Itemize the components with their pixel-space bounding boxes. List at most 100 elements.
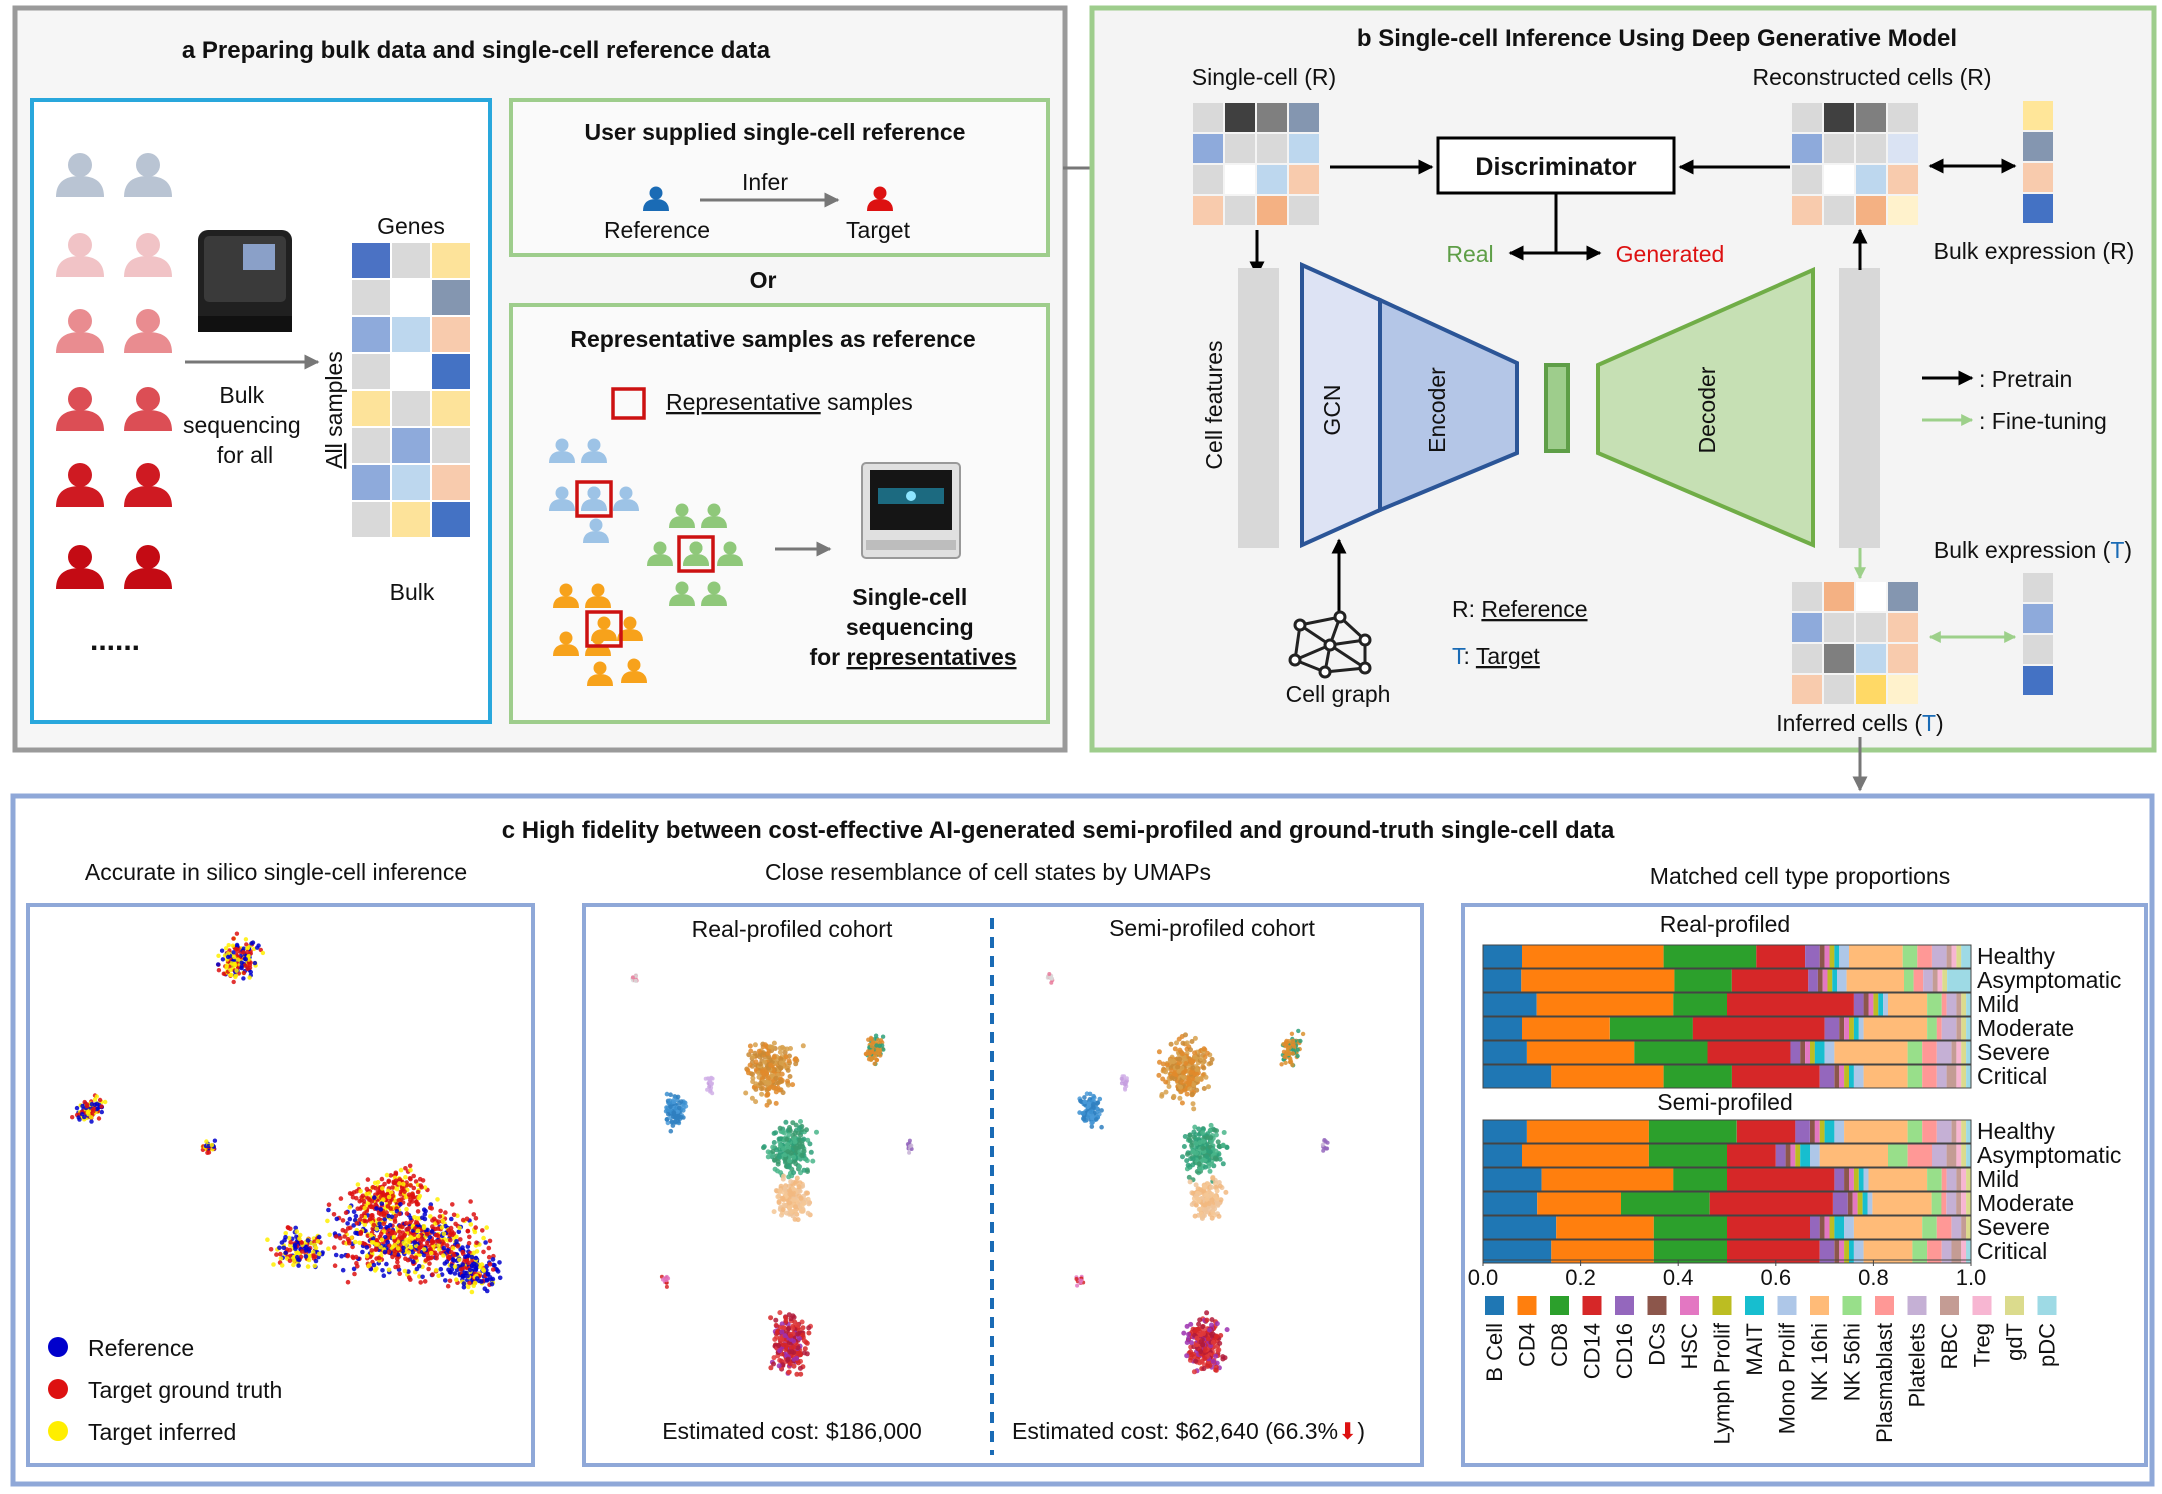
umap-point: [338, 1196, 344, 1201]
umap-point: [781, 1146, 787, 1152]
umap-point: [747, 1043, 753, 1049]
bar-segment: [1522, 945, 1664, 968]
bar-segment: [1829, 945, 1835, 968]
bar-segment: [1522, 1144, 1649, 1167]
umap-point: [468, 1222, 474, 1227]
umap-point: [768, 1315, 774, 1321]
umap-point: [771, 1085, 777, 1090]
umap-point: [1200, 1342, 1206, 1348]
umap-point: [372, 1268, 378, 1273]
umap-point: [278, 1256, 284, 1261]
bar-segment: [1829, 1216, 1835, 1239]
umap-point: [756, 1048, 762, 1054]
umap-point: [1187, 1179, 1193, 1185]
umap-point: [1124, 1076, 1129, 1081]
umap-point: [1207, 1327, 1212, 1333]
legend-label: MAIT: [1742, 1323, 1767, 1376]
umap-point: [474, 1263, 479, 1268]
cell-features-bar: [1238, 268, 1279, 548]
umap-point: [464, 1216, 470, 1222]
umap-point: [279, 1263, 285, 1268]
umap-point: [758, 1080, 763, 1086]
matrix-cell: [1888, 196, 1918, 225]
umap-point: [345, 1226, 351, 1231]
umap-point: [800, 1332, 806, 1338]
matrix-cell: [1257, 134, 1287, 163]
bar-segment: [1526, 1041, 1635, 1064]
umap-point: [386, 1213, 391, 1219]
umap-point: [231, 936, 236, 941]
umap-point: [369, 1199, 375, 1204]
umap-point: [432, 1221, 438, 1226]
bar-segment: [1810, 1216, 1820, 1239]
umap-point: [801, 1136, 807, 1142]
umap-point: [444, 1259, 450, 1264]
umap-point: [874, 1057, 879, 1063]
bar-segment: [1483, 1041, 1527, 1064]
umap-point: [70, 1115, 75, 1120]
umap-point: [765, 1149, 771, 1155]
umap-point: [204, 1139, 209, 1144]
umap-point: [399, 1235, 405, 1240]
matrix-cell: [1289, 134, 1319, 163]
umap-point: [1220, 1356, 1226, 1362]
matrix-cell: [1824, 582, 1854, 611]
umap-point: [1180, 1154, 1185, 1160]
umap-point: [404, 1206, 409, 1212]
umap-point: [436, 1219, 441, 1224]
inference-umap-scatter: [70, 931, 503, 1295]
bar-segment: [1805, 1041, 1810, 1064]
legend-swatch: [1777, 1296, 1797, 1315]
x-tick-label: 0.6: [1761, 1265, 1792, 1290]
matrix-cell: [1856, 613, 1886, 642]
umap-point: [95, 1106, 100, 1111]
umap-point: [1198, 1056, 1204, 1062]
bar-segment: [1961, 1144, 1967, 1167]
umap-point: [786, 1164, 792, 1169]
umap-point: [358, 1229, 364, 1235]
bar-segment: [1795, 1144, 1801, 1167]
umap-point: [89, 1119, 94, 1124]
bar-segment: [1483, 1168, 1542, 1191]
bar-segment: [1839, 1065, 1845, 1088]
bar-segment: [1936, 1017, 1942, 1040]
umap-point: [778, 1056, 784, 1062]
umap-point: [398, 1202, 403, 1207]
umap-point: [371, 1240, 376, 1245]
umap-point: [773, 1075, 779, 1081]
umap-point: [369, 1213, 374, 1218]
umap-point: [785, 1082, 791, 1088]
umap-point: [1074, 1277, 1079, 1281]
t-key-label: T: Target: [1452, 643, 1540, 669]
umap-point: [454, 1234, 459, 1240]
matrix-cell: [1792, 196, 1822, 225]
umap-point: [410, 1191, 415, 1196]
umap-point: [440, 1239, 445, 1244]
legend-label: NK 16hi: [1807, 1323, 1832, 1401]
umap-point: [231, 979, 236, 985]
umap-point: [778, 1065, 784, 1071]
umap-point: [468, 1199, 473, 1204]
umap-point: [1182, 1075, 1187, 1081]
umap-point: [1190, 1351, 1196, 1357]
umap-point: [378, 1231, 384, 1237]
bar-segment: [1536, 993, 1674, 1016]
umap-point: [1220, 1142, 1226, 1148]
bar-segment: [1858, 1168, 1864, 1191]
umap-point: [239, 960, 244, 965]
umap-point: [413, 1255, 419, 1260]
matrix-cell: [1225, 134, 1255, 163]
umap-point: [331, 1212, 337, 1217]
umap-point: [413, 1179, 419, 1184]
umap-point: [802, 1346, 808, 1352]
umap-point: [349, 1235, 354, 1241]
umap-point: [223, 946, 229, 951]
umap-point: [1279, 1062, 1284, 1067]
umap-point: [777, 1310, 783, 1316]
legend-swatch: [1550, 1296, 1569, 1315]
umap-point: [332, 1263, 338, 1268]
bulk-matrix-cell: [352, 465, 390, 500]
umap-point: [407, 1163, 413, 1169]
legend-swatch: [1875, 1296, 1894, 1315]
umap-point: [758, 1086, 764, 1092]
